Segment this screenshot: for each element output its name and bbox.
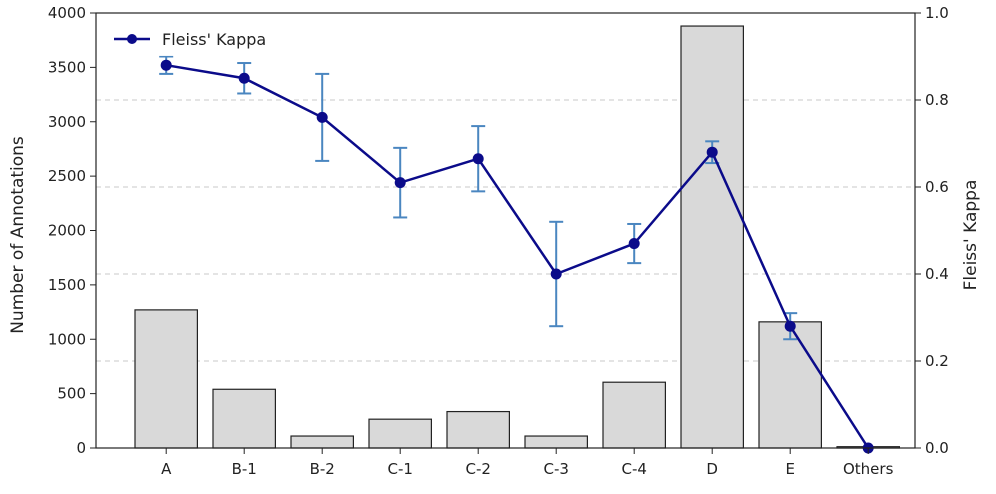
y-tick-label-left: 4000 (48, 4, 86, 22)
y-tick-label-left: 500 (57, 385, 86, 403)
kappa-point-C-2 (472, 153, 484, 165)
legend: Fleiss' Kappa (104, 22, 294, 56)
y-tick-label-left: 1000 (48, 330, 86, 348)
x-tick-label: Others (843, 460, 894, 478)
kappa-point-E (784, 320, 796, 332)
y-tick-label-right: 0.6 (925, 178, 949, 196)
y-axis-label-right: Fleiss' Kappa (961, 180, 981, 291)
bar-C-4 (602, 381, 667, 449)
y-tick-label-left: 0 (76, 439, 86, 457)
y-axis-label-left: Number of Annotations (8, 136, 28, 334)
bar-E (758, 321, 823, 449)
y-tick-label-left: 3500 (48, 58, 86, 76)
bar-C-3 (524, 435, 589, 449)
x-tick-label: C-3 (543, 460, 568, 478)
x-tick-label: B-2 (310, 460, 335, 478)
y-tick-label-right: 0.0 (925, 439, 949, 457)
kappa-point-B-1 (238, 72, 250, 84)
bar-B-1 (212, 388, 277, 449)
bar-B-2 (290, 435, 355, 449)
y-tick-label-left: 2000 (48, 222, 86, 240)
x-tick-label: B-1 (232, 460, 257, 478)
x-tick-label: A (161, 460, 172, 478)
y-tick-label-right: 0.8 (925, 91, 949, 109)
y-tick-label-left: 3000 (48, 113, 86, 131)
axes: 0 500 1000 1500 2000 2500 3000 3500 4000 0.0 0.2 0.… (48, 4, 949, 478)
kappa-series-line (165, 63, 870, 449)
x-tick-label: C-4 (621, 460, 646, 478)
x-tick-label: E (785, 460, 794, 478)
bars (134, 25, 901, 449)
x-tick-label: D (706, 460, 718, 478)
bar-C-2 (446, 410, 511, 449)
y-tick-label-right: 0.4 (925, 265, 949, 283)
x-tick-label: C-2 (465, 460, 490, 478)
kappa-point-B-2 (316, 111, 328, 123)
bar-C-1 (368, 418, 433, 449)
bar-A (134, 309, 199, 449)
grid-lines (96, 99, 915, 362)
y-tick-label-left: 2500 (48, 167, 86, 185)
kappa-point-C-4 (628, 238, 640, 250)
x-tick-label: C-1 (387, 460, 412, 478)
y-tick-label-left: 1500 (48, 276, 86, 294)
legend-point-marker (127, 34, 137, 44)
kappa-point-C-3 (550, 268, 562, 280)
y-tick-label-right: 1.0 (925, 4, 949, 22)
kappa-point-C-1 (394, 177, 406, 189)
bar-D (680, 25, 745, 449)
y-tick-label-right: 0.2 (925, 352, 949, 370)
legend-label: Fleiss' Kappa (162, 30, 266, 49)
kappa-point-A (160, 59, 172, 71)
kappa-point-D (706, 146, 718, 158)
kappa-line (160, 59, 874, 454)
